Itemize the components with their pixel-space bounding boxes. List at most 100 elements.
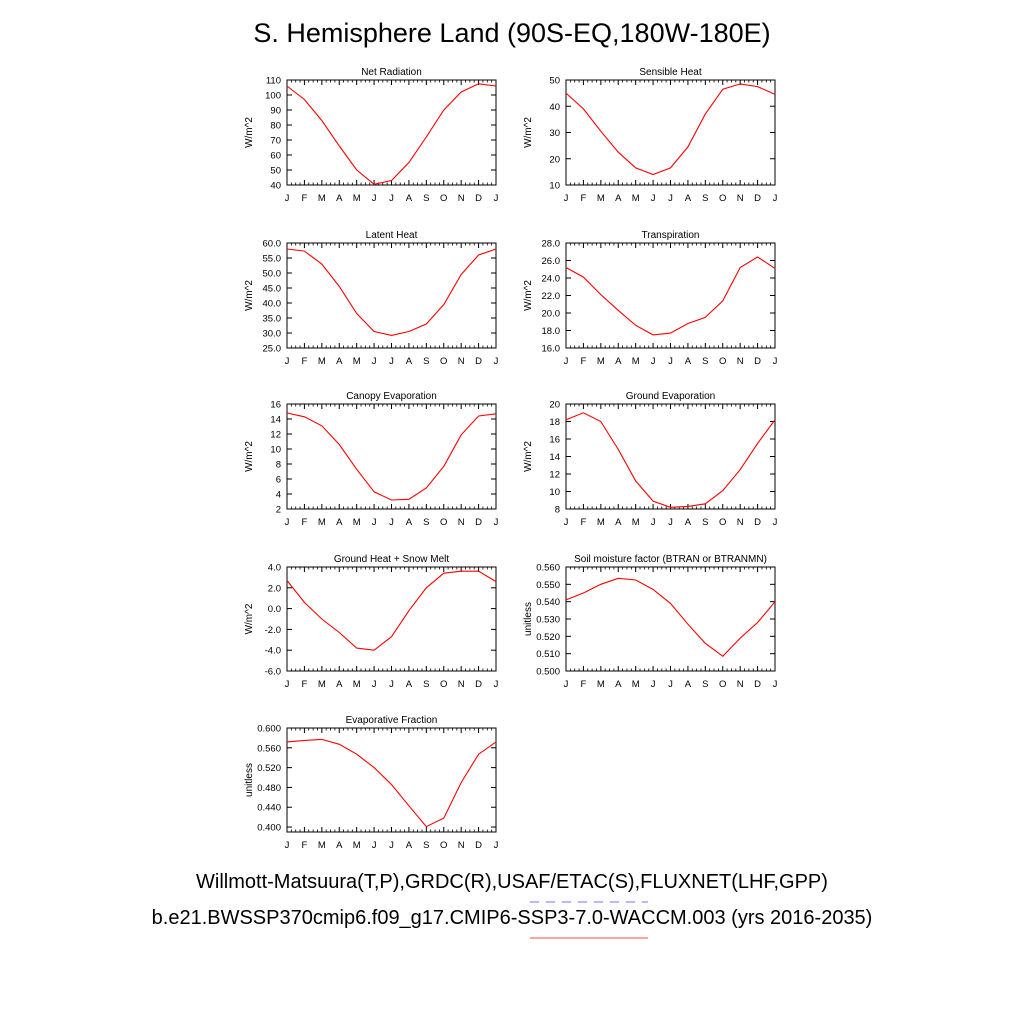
y-tick-label: 16.0 xyxy=(542,344,561,355)
x-tick-label: J xyxy=(773,517,778,528)
plot-frame xyxy=(286,242,497,349)
x-tick-label: F xyxy=(302,193,308,204)
x-tick-label: M xyxy=(632,193,640,204)
y-axis-label: W/m^2 xyxy=(244,117,255,148)
model-caption: b.e21.BWSSP370cmip6.f09_g17.CMIP6-SSP3-7… xyxy=(151,907,873,929)
y-tick-label: 20.0 xyxy=(542,309,561,320)
x-tick-label: J xyxy=(389,679,394,690)
y-axis-label: W/m^2 xyxy=(244,441,255,472)
y-tick-label: 12 xyxy=(270,430,281,441)
y-tick-label: 60.0 xyxy=(263,239,282,250)
x-tick-label: D xyxy=(754,679,761,690)
y-tick-label: 40.0 xyxy=(263,299,282,310)
x-tick-label: O xyxy=(719,356,726,367)
x-tick-label: J xyxy=(372,679,377,690)
x-tick-label: A xyxy=(406,840,413,851)
x-tick-label: A xyxy=(406,517,413,528)
x-tick-label: A xyxy=(615,193,622,204)
x-tick-label: F xyxy=(302,356,308,367)
x-tick-label: A xyxy=(615,356,622,367)
x-tick-label: M xyxy=(318,840,326,851)
x-tick-label: J xyxy=(494,517,499,528)
x-tick-label: J xyxy=(651,679,656,690)
x-tick-label: J xyxy=(372,356,377,367)
y-tick-label: 0.600 xyxy=(257,724,281,735)
x-tick-label: D xyxy=(754,517,761,528)
y-tick-label: 110 xyxy=(266,76,281,87)
x-tick-label: J xyxy=(773,356,778,367)
x-tick-label: A xyxy=(406,356,413,367)
y-tick-label: 0.500 xyxy=(536,667,560,678)
x-tick-label: N xyxy=(458,193,465,204)
y-tick-label: 0.550 xyxy=(536,580,560,591)
x-tick-label: M xyxy=(353,517,361,528)
y-tick-label: 35.0 xyxy=(263,314,282,325)
y-tick-label: 22.0 xyxy=(542,291,561,302)
x-tick-label: F xyxy=(581,193,587,204)
y-tick-label: 0.510 xyxy=(536,649,560,660)
x-tick-label: A xyxy=(336,840,343,851)
x-tick-label: J xyxy=(773,193,778,204)
plot-frame xyxy=(565,79,776,186)
y-tick-label: 0.540 xyxy=(536,597,560,608)
x-tick-label: A xyxy=(685,679,692,690)
x-tick-label: A xyxy=(685,193,692,204)
x-tick-label: S xyxy=(702,356,708,367)
x-tick-label: S xyxy=(423,517,429,528)
x-tick-label: J xyxy=(564,356,569,367)
x-tick-label: J xyxy=(285,840,290,851)
x-tick-label: M xyxy=(353,679,361,690)
data-series-line xyxy=(286,570,497,651)
y-tick-label: 50 xyxy=(270,166,281,177)
x-tick-label: O xyxy=(719,193,726,204)
x-tick-label: M xyxy=(597,356,605,367)
plot-frame xyxy=(286,727,497,833)
y-tick-label: 20 xyxy=(549,154,560,165)
data-series-line xyxy=(565,83,776,176)
x-tick-label: J xyxy=(494,679,499,690)
x-tick-label: A xyxy=(336,356,343,367)
y-axis-label: W/m^2 xyxy=(523,280,534,311)
y-tick-label: 10 xyxy=(549,487,560,498)
y-tick-label: 14 xyxy=(549,452,560,463)
data-series-line xyxy=(286,248,497,336)
x-tick-label: N xyxy=(458,517,465,528)
y-axis-label: unitless xyxy=(244,763,255,797)
x-tick-label: A xyxy=(685,517,692,528)
x-tick-label: J xyxy=(372,193,377,204)
y-tick-label: -6.0 xyxy=(265,667,281,678)
x-tick-label: A xyxy=(336,193,343,204)
y-axis-label: unitless xyxy=(523,602,534,636)
x-tick-label: M xyxy=(318,517,326,528)
x-tick-label: J xyxy=(668,356,673,367)
y-tick-label: 4 xyxy=(276,490,281,501)
x-tick-label: N xyxy=(737,679,744,690)
x-tick-label: A xyxy=(406,679,413,690)
x-tick-label: O xyxy=(719,517,726,528)
y-tick-label: 6 xyxy=(276,475,281,486)
chart-title: Ground Evaporation xyxy=(626,391,716,402)
x-tick-label: O xyxy=(719,679,726,690)
chart-title: Soil moisture factor (BTRAN or BTRANMN) xyxy=(574,554,767,565)
x-tick-label: J xyxy=(285,193,290,204)
y-axis-label: W/m^2 xyxy=(244,280,255,311)
x-tick-label: J xyxy=(651,356,656,367)
x-tick-label: N xyxy=(737,517,744,528)
x-tick-label: J xyxy=(773,679,778,690)
x-tick-label: J xyxy=(668,679,673,690)
x-tick-label: N xyxy=(737,193,744,204)
data-series-line xyxy=(565,577,776,658)
x-tick-label: N xyxy=(737,356,744,367)
x-tick-label: J xyxy=(668,517,673,528)
x-tick-label: O xyxy=(440,517,447,528)
x-tick-label: J xyxy=(564,679,569,690)
x-tick-label: S xyxy=(423,679,429,690)
x-tick-label: A xyxy=(615,517,622,528)
x-tick-label: M xyxy=(318,679,326,690)
y-tick-label: 0.0 xyxy=(268,604,281,615)
